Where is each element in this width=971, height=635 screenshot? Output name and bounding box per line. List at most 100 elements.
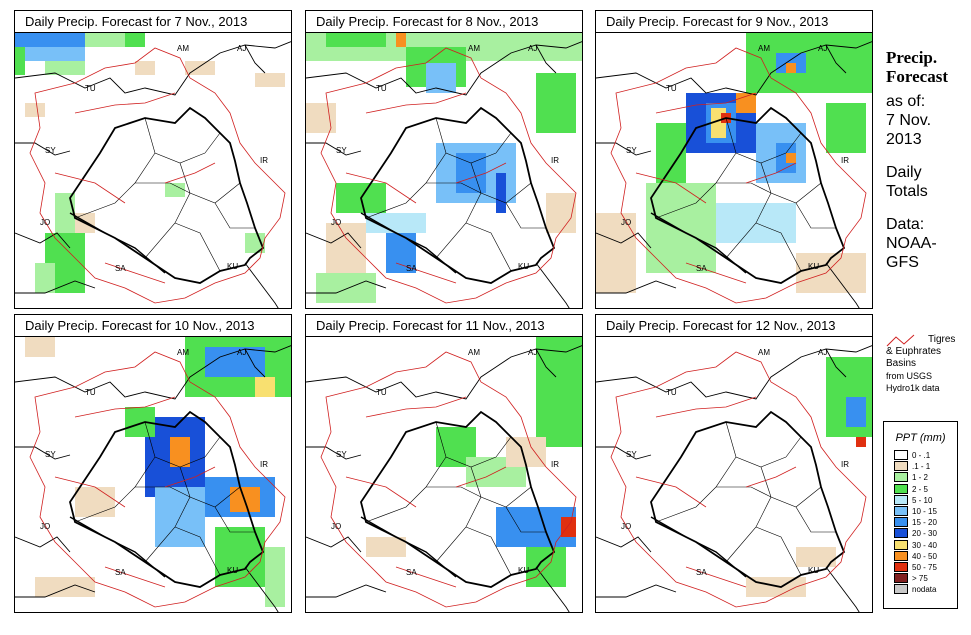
forecast-panel-nov-8: Daily Precip. Forecast for 8 Nov., 2013 … — [305, 10, 583, 309]
precip-map: AM AJ TU SY IR JO SA KU — [306, 33, 582, 308]
legend-label: 40 - 50 — [912, 551, 937, 561]
basin-line-icon — [886, 334, 915, 347]
panel-title: Daily Precip. Forecast for 7 Nov., 2013 — [15, 11, 291, 33]
asof-line2: 7 Nov. — [886, 112, 932, 129]
precip-cells — [596, 33, 872, 293]
legend-item: 50 - 75 — [894, 562, 937, 573]
label-sy: SY — [336, 450, 347, 459]
label-ir: IR — [551, 156, 559, 165]
country-labels: AM AJ TU SY IR JO SA KU — [331, 348, 559, 577]
forecast-panel-nov-9: Daily Precip. Forecast for 9 Nov., 2013 … — [595, 10, 873, 309]
legend-swatch — [894, 494, 908, 505]
legend-label: 10 - 15 — [912, 507, 937, 516]
legend-label: nodata — [912, 585, 937, 595]
precip-cells — [25, 337, 291, 607]
label-jo: JO — [621, 522, 631, 531]
country-labels: AM AJ TU SY IR JO SA KU — [621, 348, 849, 577]
legend-swatch — [894, 539, 908, 550]
label-jo: JO — [40, 218, 50, 227]
country-labels: AM AJ TU SY IR JO SA KU — [40, 44, 268, 273]
precip-map: AM AJ TU SY IR JO SA KU — [306, 337, 582, 612]
forecast-panel-nov-12: Daily Precip. Forecast for 12 Nov., 2013… — [595, 314, 873, 613]
label-sa: SA — [115, 264, 126, 273]
legend-item: 2 - 5 — [894, 483, 928, 495]
label-sy: SY — [626, 450, 637, 459]
precip-map: AM AJ TU SY IR JO SA KU — [596, 341, 872, 612]
label-am: AM — [468, 348, 480, 357]
sidebar-title-line2: Forecast — [886, 67, 948, 86]
label-tu: TU — [666, 84, 677, 93]
precip-cells — [15, 33, 285, 293]
legend-item: 1 - 2 — [894, 472, 928, 483]
precip-map: AM AJ TU SY IR JO SA KU — [596, 33, 872, 308]
label-jo: JO — [331, 522, 341, 531]
label-am: AM — [758, 348, 770, 357]
label-aj: AJ — [237, 348, 246, 357]
label-aj: AJ — [528, 348, 537, 357]
legend-label: 20 - 30 — [912, 529, 937, 539]
legend-label: 15 - 20 — [912, 518, 937, 528]
legend-item: 30 - 40 — [894, 539, 937, 551]
legend-swatch — [894, 506, 908, 516]
label-ku: KU — [227, 262, 238, 271]
legend-label: .1 - 1 — [912, 462, 931, 472]
panel-title: Daily Precip. Forecast for 11 Nov., 2013 — [306, 315, 582, 337]
legend-label: 1 - 2 — [912, 473, 929, 483]
legend-swatch — [894, 550, 908, 561]
label-jo: JO — [40, 522, 50, 531]
forecast-panel-nov-11: Daily Precip. Forecast for 11 Nov., 2013… — [305, 314, 583, 613]
legend-item: nodata — [894, 584, 936, 595]
label-ir: IR — [841, 460, 849, 469]
panel-title: Daily Precip. Forecast for 9 Nov., 2013 — [596, 11, 872, 33]
label-ir: IR — [260, 156, 268, 165]
precip-cells — [746, 357, 872, 597]
label-ku: KU — [227, 566, 238, 575]
sidebar-info: Precip. Forecast as of: 7 Nov. 2013 Dail… — [886, 48, 971, 272]
country-labels: AM AJ TU SY IR JO SA KU — [331, 44, 559, 273]
data-line2: NOAA- — [886, 235, 937, 252]
basin-legend: Tigres & Euphrates Basins from USGS Hydr… — [886, 334, 971, 394]
legend-swatch — [894, 584, 908, 595]
precip-map: AM AJ TU SY IR JO SA KU — [15, 337, 291, 612]
legend-swatch — [894, 517, 908, 528]
legend-swatch — [894, 573, 908, 584]
label-ir: IR — [841, 156, 849, 165]
precip-cells — [306, 33, 582, 303]
label-ku: KU — [808, 566, 819, 575]
country-labels: AM AJ TU SY IR JO SA KU — [40, 348, 268, 577]
legend-label: 30 - 40 — [912, 540, 937, 550]
asof-line1: as of: — [886, 93, 926, 110]
legend-swatch — [894, 461, 908, 472]
label-tu: TU — [85, 84, 96, 93]
label-sy: SY — [336, 146, 347, 155]
label-aj: AJ — [818, 44, 827, 53]
basin-legend-line5: Hydro1k data — [886, 383, 940, 393]
legend-swatch — [894, 472, 908, 483]
label-tu: TU — [85, 388, 96, 397]
legend-swatch — [894, 528, 908, 539]
legend-item: 20 - 30 — [894, 528, 937, 539]
label-sa: SA — [696, 264, 707, 273]
legend-item: 40 - 50 — [894, 550, 937, 562]
label-sa: SA — [115, 568, 126, 577]
label-jo: JO — [621, 218, 631, 227]
label-sa: SA — [696, 568, 707, 577]
data-line1: Data: — [886, 216, 925, 233]
label-aj: AJ — [528, 44, 537, 53]
sidebar-title-line1: Precip. — [886, 48, 938, 67]
legend-item: .1 - 1 — [894, 461, 930, 472]
data-line3: GFS — [886, 254, 919, 271]
panel-title: Daily Precip. Forecast for 12 Nov., 2013 — [596, 315, 872, 337]
label-jo: JO — [331, 218, 341, 227]
legend-item: 10 - 15 — [894, 506, 937, 517]
label-am: AM — [177, 44, 189, 53]
label-aj: AJ — [237, 44, 246, 53]
daily-line1: Daily — [886, 164, 922, 181]
panel-title: Daily Precip. Forecast for 8 Nov., 2013 — [306, 11, 582, 33]
label-tu: TU — [376, 388, 387, 397]
label-ku: KU — [518, 262, 529, 271]
legend-item: 5 - 10 — [894, 494, 932, 506]
label-ku: KU — [808, 262, 819, 271]
label-sy: SY — [45, 146, 56, 155]
